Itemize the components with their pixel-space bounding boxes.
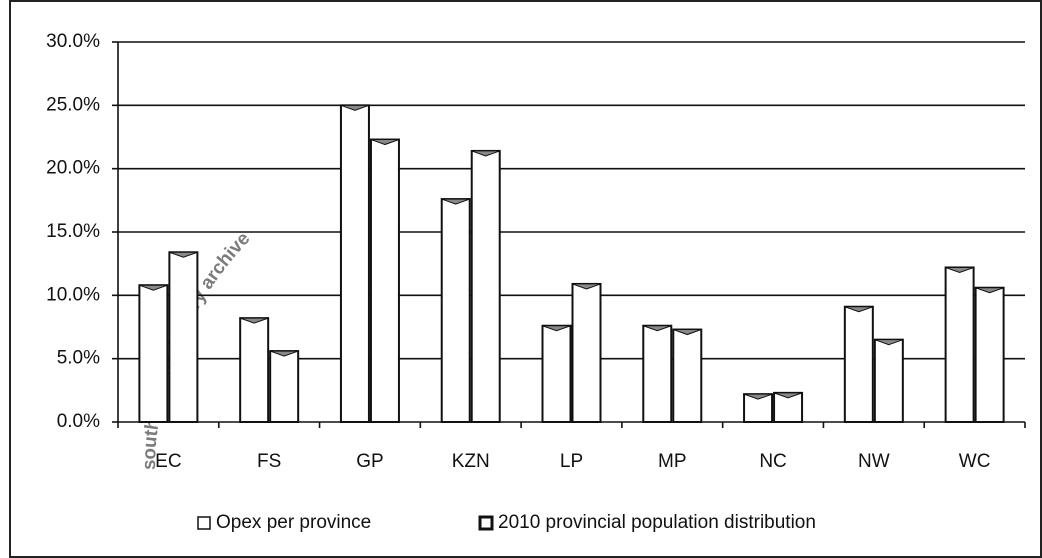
bar-group (371, 140, 399, 422)
bar-group (976, 288, 1004, 422)
bar (341, 105, 369, 422)
y-tick-label: 20.0% (46, 158, 100, 179)
bar (240, 318, 268, 422)
bar-group (169, 252, 197, 422)
chart-frame (10, 1, 1041, 557)
bar-group (946, 267, 974, 422)
x-tick-label: FS (257, 451, 281, 472)
bar-group (875, 340, 903, 422)
bar (169, 252, 197, 422)
bar (472, 151, 500, 422)
bar-group (240, 318, 268, 422)
chart: south african history archive 0.0%5.0%10… (0, 0, 1042, 558)
y-tick-label: 15.0% (46, 221, 100, 242)
bar (371, 140, 399, 422)
bar-group (573, 284, 601, 422)
x-tick-label: GP (356, 451, 383, 472)
bar (845, 307, 873, 422)
bar (976, 288, 1004, 422)
bar-group (139, 285, 167, 422)
legend-swatch (480, 517, 492, 529)
y-tick-label: 10.0% (46, 284, 100, 305)
bar-group (845, 307, 873, 422)
bar-group (472, 151, 500, 422)
x-tick-label: NW (858, 451, 890, 472)
bar (270, 351, 298, 422)
bar-group (442, 199, 470, 422)
y-tick-label: 0.0% (57, 411, 100, 432)
bar (573, 284, 601, 422)
bar (442, 199, 470, 422)
x-tick-label: KZN (452, 451, 490, 472)
bar (946, 267, 974, 422)
y-tick-label: 30.0% (46, 31, 100, 52)
bar (543, 326, 571, 422)
bar-group (341, 105, 369, 422)
x-tick-label: WC (959, 451, 991, 472)
bar-group (270, 351, 298, 422)
x-tick-label: MP (658, 451, 687, 472)
bar (643, 326, 671, 422)
bar-group (673, 330, 701, 422)
bar (139, 285, 167, 422)
bar (875, 340, 903, 422)
bar-group (774, 393, 802, 422)
y-tick-label: 25.0% (46, 94, 100, 115)
y-tick-label: 5.0% (57, 348, 100, 369)
bar (673, 330, 701, 422)
x-tick-label: LP (560, 451, 583, 472)
x-tick-label: NC (759, 451, 786, 472)
legend-label: 2010 provincial population distribution (498, 512, 816, 533)
bar-group (744, 394, 772, 422)
legend-swatch (198, 517, 210, 529)
x-tick-label: EC (155, 451, 181, 472)
legend-label: Opex per province (216, 512, 371, 533)
bar-group (543, 326, 571, 422)
bar-group (643, 326, 671, 422)
